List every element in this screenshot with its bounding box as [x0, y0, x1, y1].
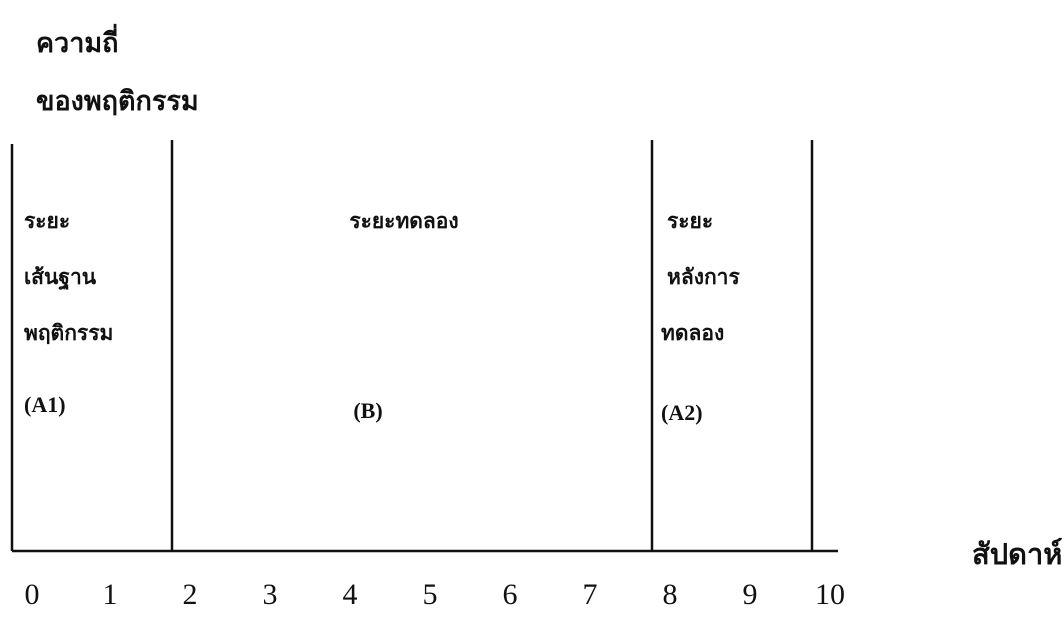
phase-label-line: ระยะทดลอง: [349, 209, 458, 233]
x-tick-label: 2: [183, 578, 198, 611]
x-tick-label: 7: [583, 578, 598, 611]
y-axis-label-line: ความถี่: [36, 23, 119, 59]
phase-code: (B): [353, 398, 382, 423]
phase-label-group: ระยะทดลอง (B): [349, 209, 458, 423]
x-tick-label: 1: [103, 578, 118, 611]
phase-code: (A2): [661, 400, 703, 425]
x-tick-label: 0: [25, 578, 40, 611]
x-tick-label: 3: [263, 578, 278, 611]
x-tick-label: 8: [663, 578, 678, 611]
y-axis-label: ความถี่ของพฤติกรรม: [36, 23, 199, 117]
axes: [10, 144, 838, 553]
x-tick-label: 4: [343, 578, 358, 611]
phase-label-line: หลังการ: [667, 265, 740, 289]
x-tick-labels: 0 1 2 3 4 5 6 7 8 9 10: [25, 578, 846, 611]
x-tick-label: 5: [423, 578, 438, 611]
x-tick-label: 6: [503, 578, 518, 611]
x-tick-label: 10: [815, 578, 845, 611]
phase-code: (A1): [24, 392, 66, 417]
x-tick-label: 9: [743, 578, 758, 611]
x-axis-label: สัปดาห์: [972, 537, 1062, 571]
phase-dividers: [170, 140, 814, 551]
phase-label-line: เส้นฐาน: [24, 265, 97, 291]
phase-label-line: ระยะ: [24, 209, 70, 233]
phase-label-line: พฤติกรรม: [24, 321, 113, 345]
phase-label-line: ทดลอง: [661, 321, 724, 345]
y-axis-label-line: ของพฤติกรรม: [36, 86, 199, 117]
phase-label-line: ระยะ: [667, 209, 713, 233]
